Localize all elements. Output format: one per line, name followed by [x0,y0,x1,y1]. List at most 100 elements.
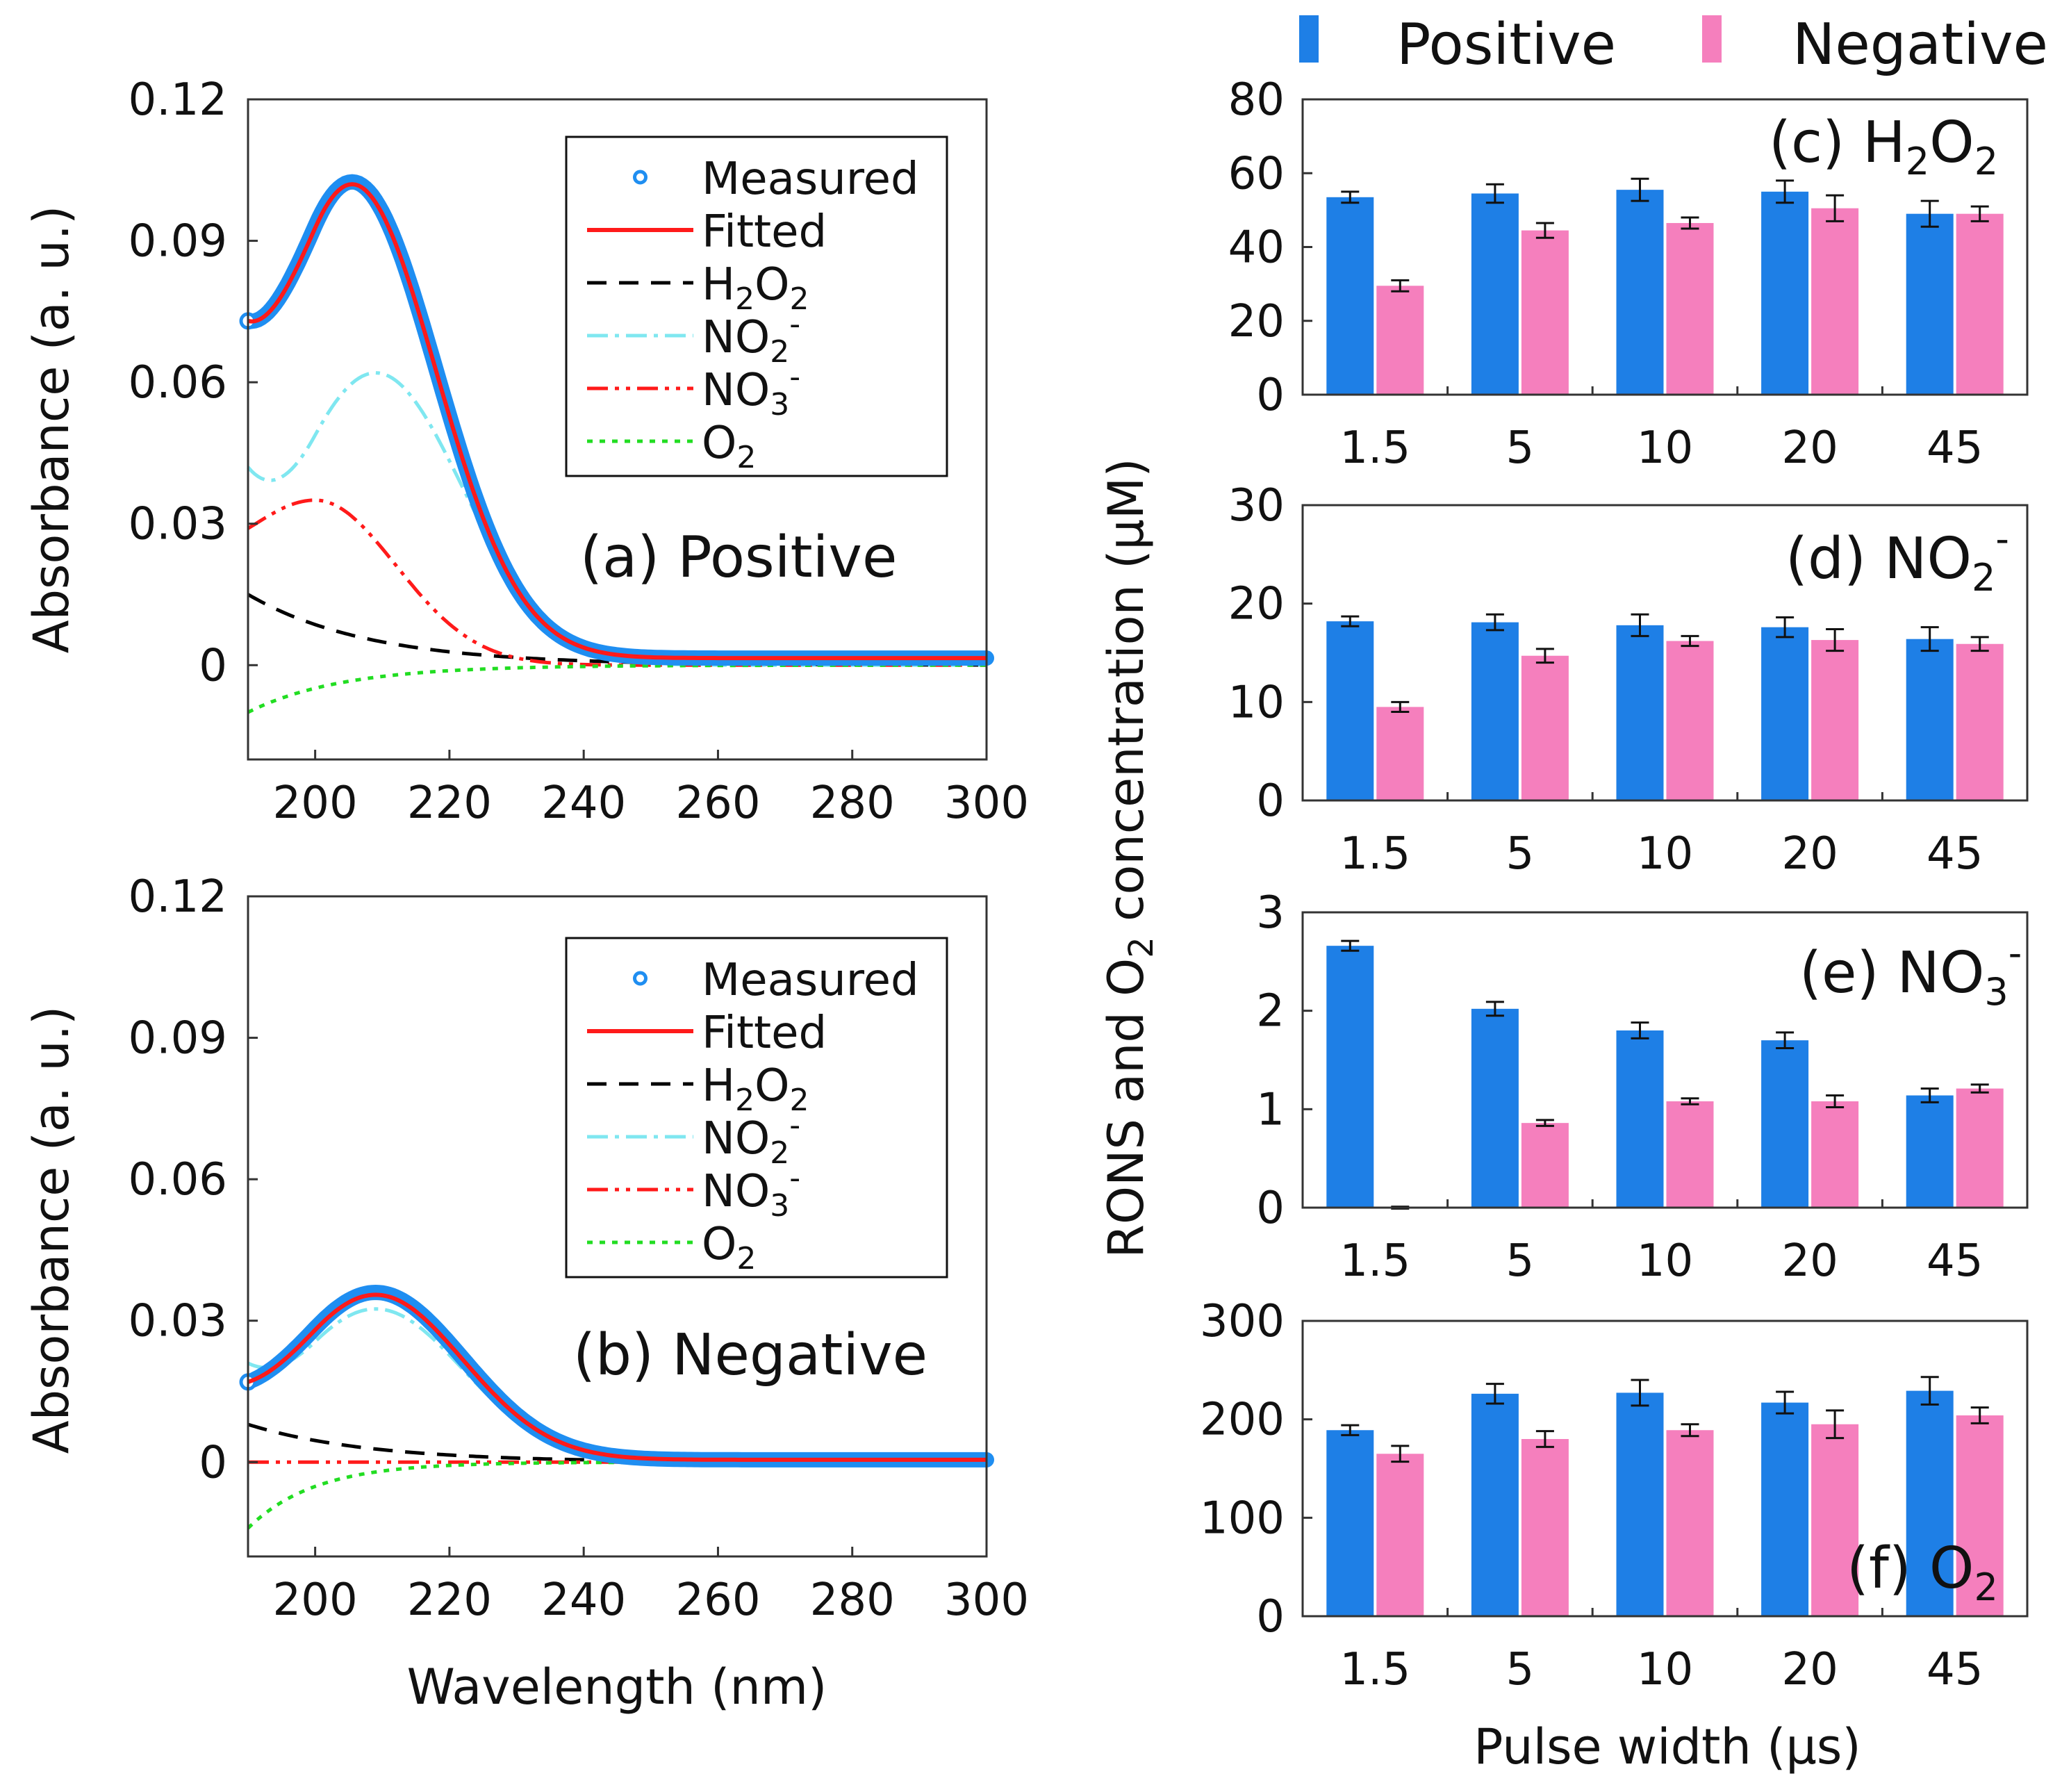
x-tick-label: 1.5 [1339,422,1410,474]
panel-label-sup: - [1995,517,2009,561]
bar-negative-1.5 [1376,286,1424,395]
legend-positive-label: Positive [1396,12,1616,78]
x-tick-label: 300 [944,1575,1029,1626]
bar-positive-5 [1471,193,1519,395]
panel-label: (f) O2 [1847,1536,1998,1609]
bar-negative-20 [1811,1424,1859,1616]
bar-positive-45 [1906,639,1954,800]
x-tick-label: 240 [541,1575,626,1626]
plot-frame [1301,504,2029,802]
legend-label-o2: O2 [702,418,756,475]
bar-positive-5 [1471,1393,1519,1616]
x-tick-label: 20 [1781,1644,1838,1695]
y-tick-label: 200 [1200,1395,1285,1446]
bar-positive-10 [1616,625,1664,800]
x-tick-label: 10 [1637,1644,1693,1695]
legend-box [565,135,948,477]
x-tick-label: 200 [273,1575,358,1626]
bar-positive-20 [1761,1040,1809,1208]
bar-panel-o2: 1.5 5 10 20 45 0 100 200 300 (f) O2 [1200,1296,2029,1695]
bar-positive-45 [1906,1390,1954,1616]
legend-label-measured: Measured [702,955,919,1006]
panel-label: (c) H2O2 [1769,110,1998,183]
y-tick-label: 0.09 [129,1013,228,1064]
x-tick-label: 200 [273,778,358,829]
x-tick-label: 45 [1927,1644,1983,1695]
y-axis-label: Absorbance (a. u.) [23,1006,80,1454]
y-tick-label: 20 [1228,296,1285,347]
legend-marker-measured [633,170,648,185]
bar-positive-5 [1471,1008,1519,1208]
y-tick-label: 0.09 [129,216,228,268]
bar-positive-45 [1906,1095,1954,1208]
bar-marks [1326,613,2004,800]
bar-panel-no2: 1.5 5 10 20 45 0 10 20 30 (d) NO2- [1228,480,2029,880]
spectrum-curves [239,174,994,714]
y-tick-label: 1 [1256,1084,1285,1135]
panel-label-sup: - [2009,931,2022,975]
x-tick-label: 45 [1927,422,1983,474]
panel-label-sub2: 2 [1974,140,1998,183]
x-tick-label: 20 [1781,1235,1838,1287]
x-tick-label: 45 [1927,828,1983,880]
bar-positive-20 [1761,1402,1809,1616]
panel-label: (e) NO3- [1799,931,2022,1014]
y-tick-label: 0 [1256,1183,1285,1234]
spectrum-panel-negative: 200 220 240 260 280 300 0 0.03 0.06 0.09 0.12 (b) … [23,871,1029,1716]
bar-negative-5 [1521,1123,1569,1208]
bar-negative-20 [1811,1101,1859,1208]
axis-ticks: 200 220 240 260 280 300 0 0.03 0.06 0.09 0.12 [129,871,1030,1626]
x-tick-label: 1.5 [1339,828,1410,880]
x-tick-label: 220 [407,1575,492,1626]
legend-negative-swatch [1702,15,1722,63]
x-tick-label: 220 [407,778,492,829]
y-tick-label: 3 [1256,887,1285,939]
x-tick-label: 5 [1506,1644,1535,1695]
x-tick-label: 5 [1506,422,1535,474]
x-tick-label: 10 [1637,422,1693,474]
legend-label-h2o2: H2O2 [702,1060,809,1118]
bar-marks [1326,1376,2004,1616]
bar-y-axis-label-sub: 2 [1122,937,1161,958]
bar-x-axis-label: Pulse width (μs) [1474,1718,1861,1775]
panel-label-sub: 2 [1972,556,1995,600]
bar-y-axis-label-suffix: concentration (μM) [1098,458,1155,937]
legend-label-h2o2: H2O2 [702,259,809,317]
y-tick-label: 0 [199,1437,227,1488]
legend-label-no2: NO2- [702,306,800,370]
legend-label-no3: NO3- [702,359,800,422]
y-axis-label: Absorbance (a. u.) [23,206,80,654]
legend-box [565,937,948,1279]
panel-label-sub: 2 [1906,140,1929,183]
plot-frame [247,895,988,1558]
bar-positive-10 [1616,1392,1664,1616]
bar-positive-1.5 [1326,621,1374,800]
x-tick-label: 300 [944,778,1029,829]
bar-marks [1326,177,2004,395]
bar-positive-1.5 [1326,1430,1374,1616]
bar-positive-20 [1761,191,1809,395]
legend-label-measured: Measured [702,154,919,205]
legend-label-no3: NO3- [702,1160,800,1224]
axis-ticks: 1.5 5 10 20 45 0 100 200 300 [1200,1296,1983,1695]
panel-label-main: (f) O [1847,1536,1974,1602]
bar-marks [1326,939,2004,1210]
bar-negative-20 [1811,640,1859,800]
x-tick-label: 260 [675,1575,760,1626]
series-line-no3 [247,498,987,667]
bar-y-axis-label: RONS and O2 concentration (μM) [1098,458,1161,1258]
bar-negative-1.5 [1376,707,1424,800]
x-tick-label: 1.5 [1339,1644,1410,1695]
bar-negative-5 [1521,230,1569,395]
x-tick-label: 5 [1506,828,1535,880]
plot-frame [1301,1320,2029,1618]
legend-marker-measured [633,971,648,986]
axis-ticks: 1.5 5 10 20 45 0 1 2 3 [1256,887,1983,1287]
bar-negative-45 [1956,643,2004,800]
y-tick-label: 0 [199,640,227,691]
spectrum-panel-positive: 200 220 240 260 280 300 0 0.03 0.06 0.09 0.12 (a) … [23,74,1029,829]
